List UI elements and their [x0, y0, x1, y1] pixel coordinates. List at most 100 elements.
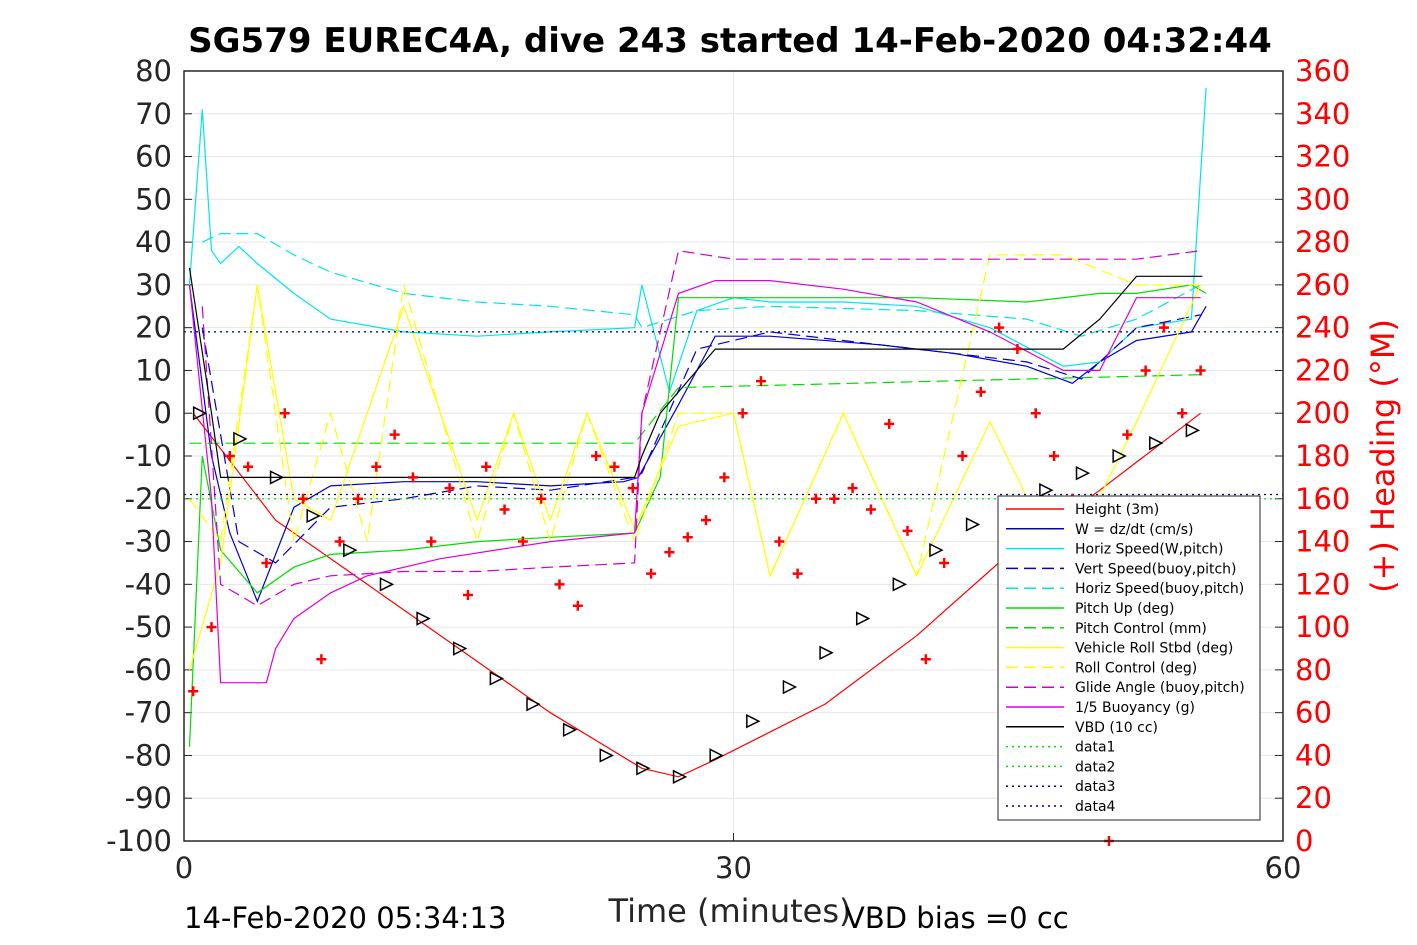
- heading-point: [1177, 408, 1188, 419]
- depth-marker: [1039, 483, 1054, 498]
- legend-label-14: data2: [1075, 759, 1115, 775]
- heading-point: [865, 504, 876, 515]
- right-y-tick-label: 180: [1295, 439, 1350, 473]
- heading-point: [920, 654, 931, 665]
- y-tick-label: 0: [154, 396, 172, 430]
- heading-point: [188, 686, 199, 697]
- series-line-7: [189, 374, 1201, 444]
- heading-point: [462, 590, 473, 601]
- x-tick-label: 30: [715, 851, 752, 885]
- series-line-12: [188, 267, 1203, 478]
- heading-point: [1012, 344, 1023, 355]
- depth-marker: [892, 577, 908, 592]
- heading-point: [371, 461, 382, 472]
- right-y-tick-label: 300: [1295, 182, 1350, 216]
- legend-label-8: Vehicle Roll Stbd (deg): [1075, 641, 1233, 657]
- y-tick-label: 10: [135, 353, 172, 387]
- axis-ticks: 0 30 6080706050403020100-10-20-30-40-50-60…: [106, 54, 1350, 885]
- legend-label-2: W = dz/dt (cm/s): [1075, 522, 1194, 538]
- depth-marker: [306, 508, 321, 524]
- right-y-tick-label: 120: [1295, 567, 1350, 601]
- heading-point: [719, 472, 730, 483]
- right-y-tick-label: 200: [1295, 396, 1350, 430]
- y-tick-label: -40: [125, 567, 172, 601]
- heading-point: [627, 483, 638, 494]
- right-y-tick-label: 0: [1295, 824, 1313, 858]
- heading-point: [957, 451, 968, 461]
- depth-marker: [672, 769, 688, 785]
- heading-point: [316, 654, 327, 665]
- heading-point: [591, 451, 602, 461]
- depth-marker: [819, 645, 834, 660]
- legend-label-13: data1: [1075, 740, 1115, 756]
- depth-marker: [709, 748, 724, 763]
- heading-point: [1158, 322, 1169, 333]
- heading-point: [206, 622, 217, 633]
- heading-point: [353, 493, 364, 504]
- heading-point: [444, 483, 455, 494]
- depth-marker: [599, 748, 614, 763]
- right-y-tick-label: 320: [1295, 140, 1350, 174]
- y-tick-label: -10: [125, 439, 172, 473]
- chart-title: SG579 EUREC4A, dive 243 started 14-Feb-2…: [188, 21, 1272, 61]
- depth-marker: [192, 406, 208, 421]
- depth-marker: [269, 470, 285, 485]
- heading-point: [572, 600, 583, 611]
- series-line-3: [188, 88, 1207, 394]
- legend-label-10: Glide Angle (buoy,pitch): [1075, 680, 1245, 696]
- series-line-10: [201, 250, 1201, 607]
- right-y-tick-label: 220: [1295, 353, 1350, 387]
- depth-marker: [855, 611, 871, 626]
- footer-vbd-bias: VBD bias =0 cc: [845, 901, 1069, 935]
- depth-marker: [343, 542, 358, 558]
- legend-label-12: VBD (10 cc): [1075, 720, 1158, 736]
- y-tick-label: 70: [135, 97, 172, 131]
- heading-point: [334, 536, 345, 547]
- depth-marker: [416, 611, 431, 626]
- legend-label-6: Pitch Up (deg): [1075, 601, 1174, 617]
- x-axis-label: Time (minutes): [608, 892, 852, 930]
- heading-point: [646, 568, 657, 579]
- legend-label-11: 1/5 Buoyancy (g): [1075, 700, 1195, 716]
- heading-point: [407, 472, 418, 483]
- series-line-5: [202, 233, 1201, 337]
- legend-label-3: Horiz Speed(W,pitch): [1075, 542, 1223, 558]
- heading-point: [1049, 451, 1060, 461]
- heading-point: [939, 557, 950, 568]
- y-tick-label: -90: [125, 781, 172, 815]
- y-tick-label: 20: [135, 311, 172, 345]
- heading-point: [1195, 365, 1206, 376]
- heading-point: [1140, 365, 1151, 376]
- heading-point: [682, 532, 693, 543]
- depth-marker: [453, 641, 468, 656]
- depth-marker: [746, 714, 761, 729]
- right-y-tick-label: 160: [1295, 482, 1350, 516]
- heading-point: [701, 515, 712, 526]
- heading-point: [755, 376, 766, 387]
- heading-point: [792, 568, 803, 579]
- y-tick-label: 30: [135, 268, 172, 302]
- right-y-tick-label: 260: [1295, 268, 1350, 302]
- legend-label-15: data3: [1075, 779, 1115, 795]
- right-y-tick-label: 340: [1295, 97, 1350, 131]
- depth-marker: [929, 542, 944, 558]
- legend-box: [997, 495, 1261, 821]
- heading-point: [847, 483, 858, 494]
- heading-point: [994, 322, 1005, 333]
- right-y-tick-label: 140: [1295, 525, 1350, 559]
- series-line-2: [188, 284, 1207, 604]
- depth-marker: [1185, 423, 1201, 438]
- footer-timestamp: 14-Feb-2020 05:34:13: [184, 901, 506, 935]
- y-tick-label: -80: [125, 738, 172, 772]
- depth-marker: [233, 431, 248, 447]
- heading-point: [481, 461, 492, 472]
- heading-point: [810, 493, 821, 504]
- heading-point: [261, 557, 272, 568]
- right-y-tick-label: 100: [1295, 610, 1350, 644]
- right-y-tick-label: 20: [1295, 781, 1332, 815]
- heading-point: [829, 493, 840, 504]
- legend-label-5: Horiz Speed(buoy,pitch): [1075, 581, 1244, 597]
- heading-point: [975, 386, 986, 397]
- heading-point: [536, 493, 547, 504]
